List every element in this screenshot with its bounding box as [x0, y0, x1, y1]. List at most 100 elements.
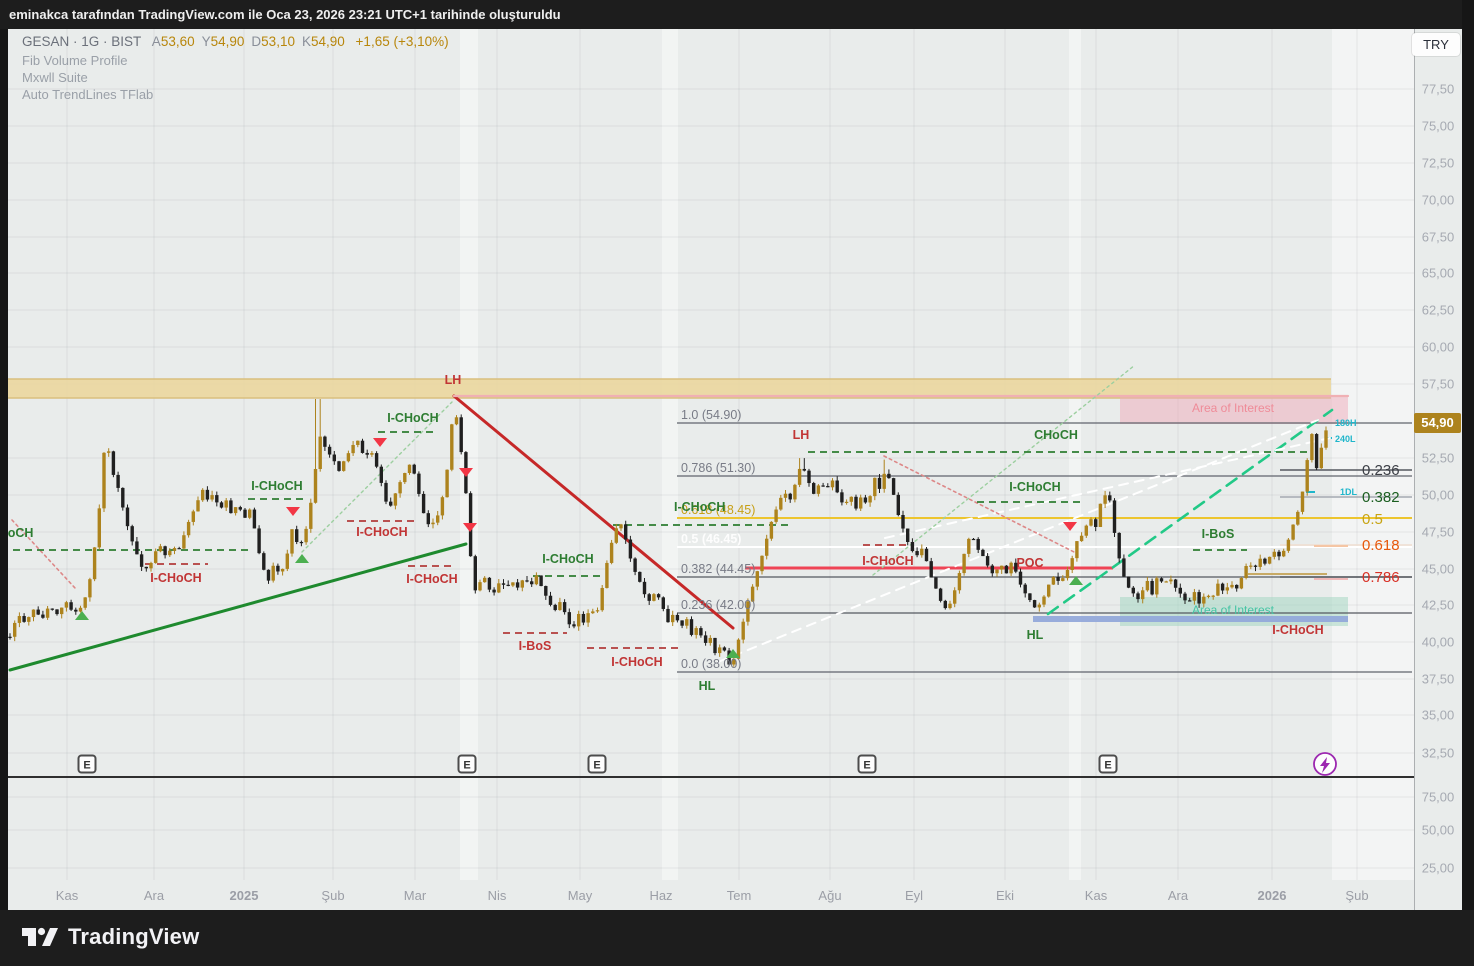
candle-body [1192, 592, 1197, 601]
earnings-marker[interactable]: E [587, 754, 607, 774]
candle-body [1023, 584, 1027, 594]
candle-body [450, 424, 454, 470]
candle-body [252, 509, 257, 529]
candle-body [920, 548, 924, 556]
candle-body [1272, 551, 1276, 557]
candle-body [1300, 491, 1305, 512]
candle-body [149, 562, 153, 569]
candle-body [417, 473, 421, 494]
time-label: Mar [403, 888, 427, 903]
candle-body [722, 647, 727, 651]
candle-body [1094, 519, 1098, 527]
candle-body [144, 566, 148, 569]
candle-body [515, 582, 520, 588]
candle-body [826, 486, 830, 488]
time-label: Ara [1167, 888, 1189, 903]
flash-event-icon[interactable] [1313, 752, 1337, 776]
fib2-label: 0.382 [1362, 489, 1400, 506]
candle-body [327, 446, 332, 455]
currency-button[interactable]: TRY [1412, 33, 1460, 56]
change-value: +1,65 (+3,10%) [355, 34, 449, 49]
candle-body [163, 546, 167, 556]
candle-body [586, 613, 590, 623]
candle-body [1042, 596, 1046, 605]
candle-body [816, 485, 821, 494]
time-label: 2025 [229, 888, 259, 903]
candle-body [1324, 430, 1328, 448]
candle-body [906, 528, 910, 542]
candle-body [1216, 583, 1220, 596]
candle-body [111, 451, 116, 475]
candle-body [1028, 593, 1032, 601]
candle-body [934, 577, 938, 589]
timeframe-level-label: 240L [1335, 434, 1356, 444]
candle-body [97, 508, 101, 548]
candle-body [1296, 511, 1300, 525]
ohlc-value: 53,10 [261, 34, 295, 49]
candle-body [868, 496, 872, 503]
candle-body [69, 602, 73, 610]
candle-body [694, 628, 698, 635]
candle-body [849, 496, 853, 502]
earnings-marker[interactable]: E [1098, 754, 1118, 774]
earnings-marker[interactable]: E [457, 754, 477, 774]
ohlc-key: Y [201, 34, 211, 49]
candle-body [661, 597, 665, 609]
symbol-title[interactable]: GESAN · 1G · BIST [22, 34, 142, 49]
price-axis[interactable] [1414, 29, 1462, 910]
candle-body [689, 619, 694, 635]
candle-body [520, 580, 524, 588]
candle-body [215, 495, 219, 503]
candle-body [971, 538, 976, 541]
indicator-row[interactable]: Auto TrendLines TFlab [22, 87, 154, 102]
candle-body [407, 464, 412, 474]
candle-body [511, 582, 515, 586]
price-tick: 62,50 [1421, 302, 1455, 318]
candle-body [1310, 434, 1314, 461]
candle-body [31, 609, 36, 618]
candle-body [1098, 503, 1103, 527]
candle-body [27, 617, 31, 622]
chart-background[interactable] [8, 29, 1414, 910]
candle-body [243, 509, 247, 518]
bearish-marker [373, 438, 387, 447]
candle-body [1206, 595, 1211, 597]
candle-body [976, 538, 980, 550]
candle-body [793, 484, 797, 500]
candle-body [92, 547, 97, 580]
candle-body [374, 453, 379, 467]
candle-body [1150, 580, 1154, 595]
candle-body [957, 573, 962, 591]
candle-body [769, 521, 774, 539]
candle-body [1305, 460, 1309, 492]
candle-body [36, 609, 40, 615]
fib-label: 0.236 (42.00) [681, 598, 755, 612]
candle-body [844, 501, 849, 504]
candle-body [802, 468, 806, 471]
indicator-row[interactable]: Mxwll Suite [22, 70, 88, 85]
sub-pane-tick: 50,00 [1421, 822, 1455, 838]
candle-body [158, 546, 163, 552]
time-label: Şub [321, 888, 345, 903]
candle-body [995, 569, 999, 574]
candlestick-chart[interactable]: 1.0 (54.90)0.786 (51.30)0.618 (48.45)I-C… [8, 29, 1414, 910]
indicator-row[interactable]: Fib Volume Profile [22, 53, 128, 68]
candle-body [436, 515, 440, 523]
earnings-marker[interactable]: E [857, 754, 877, 774]
indicator-list: Fib Volume Profile Mxwll Suite Auto TrendL… [22, 53, 449, 104]
candle-body [1103, 495, 1107, 504]
candle-body [1117, 532, 1121, 559]
green-dotted-mid [872, 364, 1136, 576]
session-stripe [1069, 29, 1081, 880]
candle-body [873, 477, 877, 497]
earnings-marker[interactable]: E [77, 754, 97, 774]
candle-body [572, 624, 576, 627]
price-tick: 37,50 [1421, 671, 1455, 687]
candle-body [1202, 596, 1206, 604]
candle-body [1037, 604, 1041, 608]
symbol-row[interactable]: GESAN · 1G · BIST A53,60 Y54,90 D53,10 K54,… [22, 34, 449, 49]
candle-body [750, 586, 755, 602]
candle-body [1173, 579, 1178, 588]
tradingview-logo[interactable]: TradingView [20, 922, 199, 952]
structure-label: LH [445, 373, 462, 387]
